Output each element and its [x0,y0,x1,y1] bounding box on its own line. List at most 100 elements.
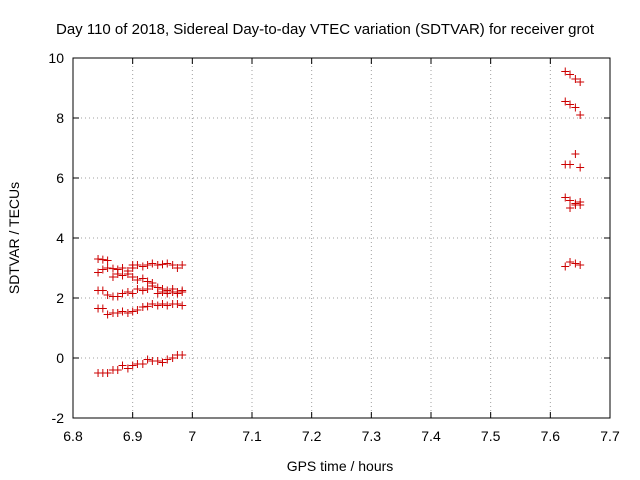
data-point [153,289,162,298]
data-point [94,268,103,277]
data-point [118,289,127,298]
data-point [576,78,585,86]
data-point [561,67,570,76]
data-point [163,286,172,295]
data-point [138,274,147,283]
data-point [561,97,570,106]
x-tick-label: 7.1 [242,428,262,444]
data-point [133,261,142,269]
data-point [108,273,117,281]
data-point [103,256,112,265]
x-tick-labels: 6.8 6.9 7 7.1 7.2 7.3 7.4 7.5 7.6 7.7 [63,428,620,444]
y-tick-label: -2 [52,410,65,426]
data-point [133,285,142,293]
data-point [168,354,177,362]
data-point [173,300,182,308]
data-point [143,302,152,311]
data-point [128,273,137,281]
data-point [168,261,177,269]
data-point [571,150,580,158]
data-point [173,264,182,272]
x-axis-label: GPS time / hours [287,458,394,474]
data-point [168,285,177,293]
data-point [103,264,112,272]
x-tick-label: 6.8 [63,428,83,444]
data-point [118,307,127,316]
data-point [178,288,187,296]
data-point [128,289,137,298]
y-tick-label: 10 [48,50,64,66]
data-point [566,204,575,212]
data-point [153,301,162,310]
data-point [143,285,152,293]
y-tick-labels: -2 0 2 4 6 8 10 [48,50,64,426]
data-point [113,309,122,317]
data-point [133,276,142,284]
data-points [94,67,585,377]
data-point [153,261,162,269]
data-point [108,264,117,273]
data-point [123,364,132,373]
y-axis-label: SDTVAR / TECUs [6,182,22,294]
data-point [576,201,585,209]
data-point [98,255,107,264]
x-tick-label: 7.4 [421,428,441,444]
chart-title: Day 110 of 2018, Sidereal Day-to-day VTE… [56,21,595,38]
data-point [143,277,152,286]
data-point [178,301,187,310]
x-tick-label: 6.9 [123,428,143,444]
y-tick-label: 2 [56,290,64,306]
data-point [148,300,157,308]
x-tick-label: 7.3 [362,428,382,444]
data-point [94,255,103,263]
data-point [143,261,152,269]
data-point [103,369,112,377]
y-tick-label: 0 [56,350,64,366]
axis-ticks [72,57,611,419]
data-point [113,270,122,278]
x-tick-label: 7 [188,428,196,444]
data-point [576,261,585,269]
data-point [566,100,575,109]
data-point [158,300,167,308]
x-tick-label: 7.6 [541,428,561,444]
data-point [148,282,157,290]
data-point [98,286,107,295]
y-tick-label: 6 [56,170,64,186]
data-point [118,271,127,280]
data-point [163,259,172,268]
data-point [118,361,127,370]
data-point [158,358,167,367]
data-point [571,199,580,208]
x-tick-label: 7.5 [481,428,501,444]
data-point [566,70,575,79]
data-point [128,307,137,316]
grid-lines [73,58,610,418]
data-point [566,196,575,205]
data-point [571,103,580,112]
data-point [576,163,585,172]
data-point [153,357,162,365]
data-point [561,262,570,271]
data-point [571,75,580,83]
x-tick-label: 7.7 [600,428,620,444]
data-point [113,366,122,374]
data-point [158,260,167,269]
data-point [138,286,147,295]
data-point [158,285,167,293]
data-point [138,303,147,311]
data-point [98,304,107,313]
data-point [138,262,147,271]
data-point [98,265,107,274]
data-point [103,310,112,319]
data-point [113,292,122,301]
data-point [123,309,132,317]
data-point [103,291,112,299]
data-point [163,301,172,310]
data-point [118,264,127,272]
y-tick-label: 8 [56,110,64,126]
data-point [571,259,580,268]
data-point [148,259,157,268]
data-point [566,160,575,169]
